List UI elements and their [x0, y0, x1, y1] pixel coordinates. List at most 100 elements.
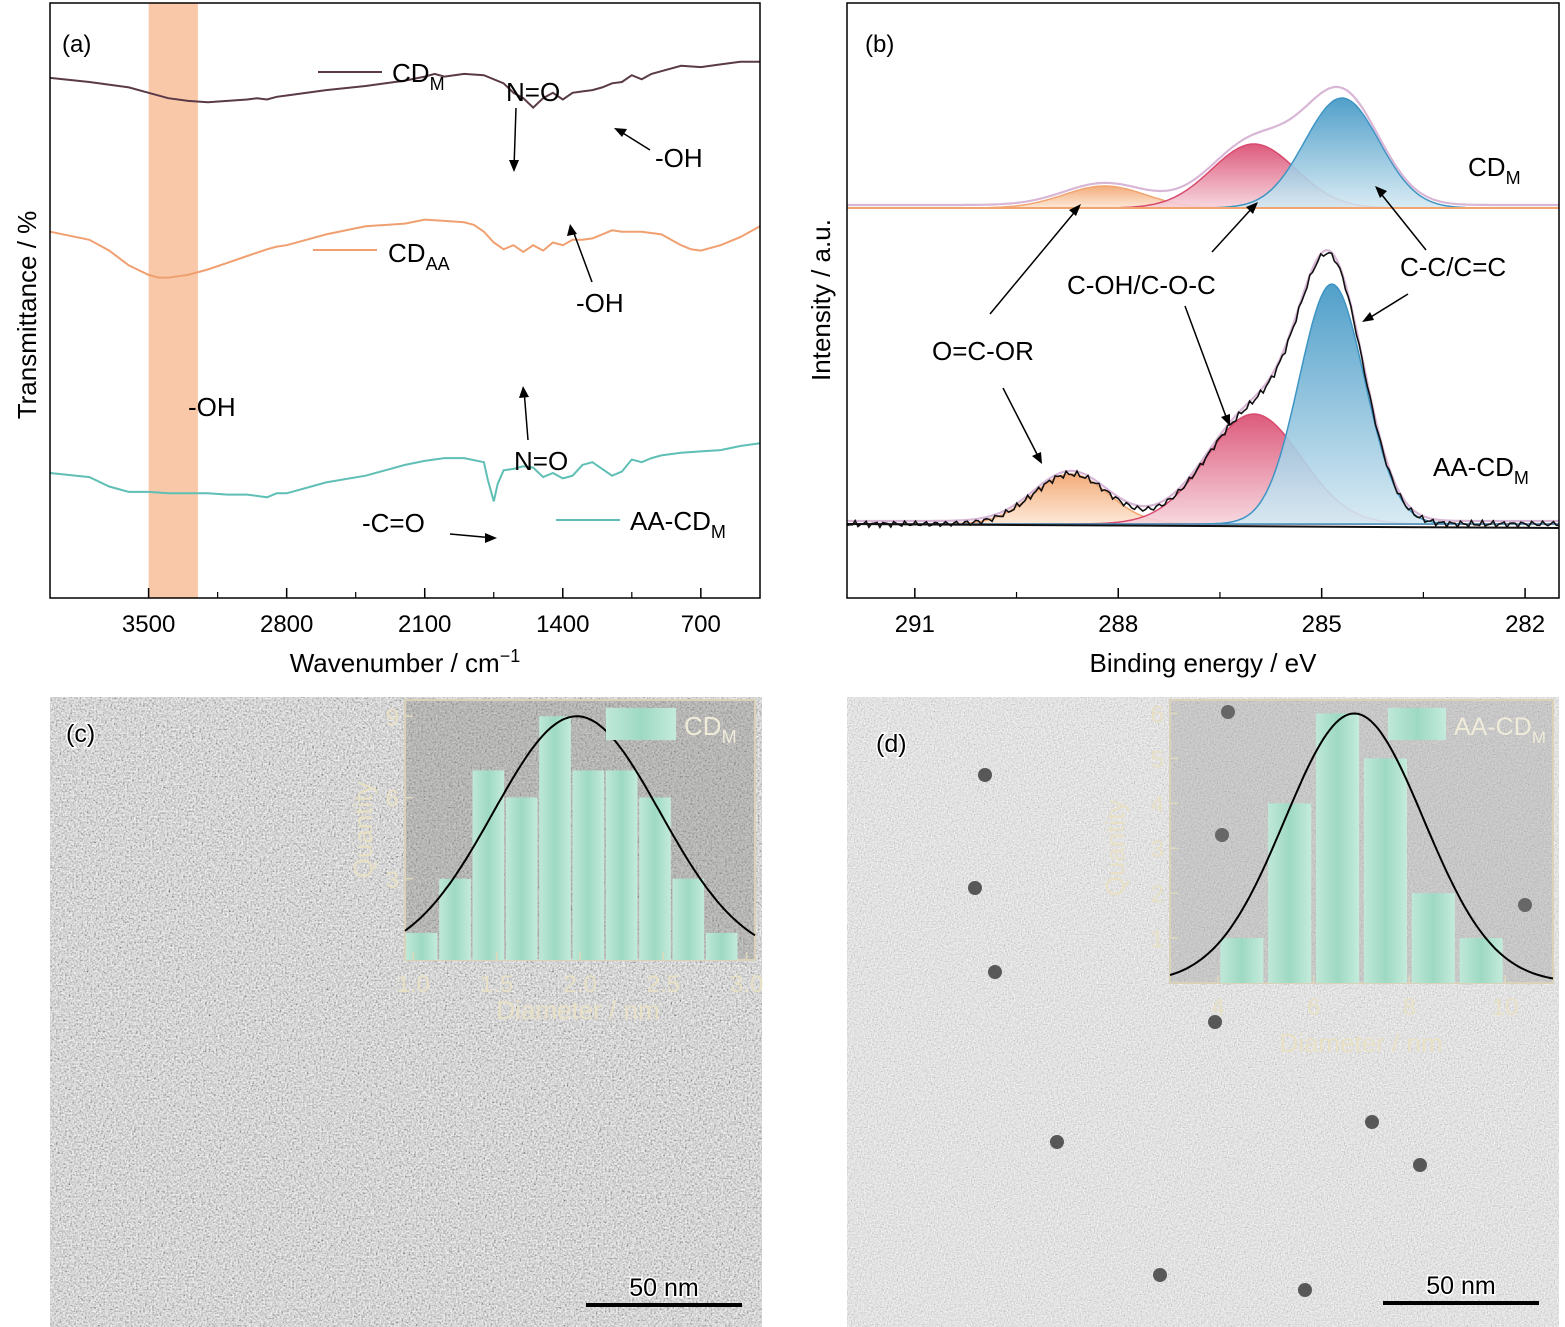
panel-a-frame [49, 2, 761, 599]
scale-bar-label: 50 nm [629, 1274, 698, 1302]
legend-label-aacdm: AA-CDM [630, 506, 726, 542]
envelope-line [847, 248, 1559, 523]
arrow-no-cdm [513, 107, 517, 169]
y-tick-label: 2 [1151, 881, 1164, 908]
annotation-oh-cdm: -OH [655, 143, 703, 173]
histogram-bar [705, 932, 738, 960]
particle-spot [1215, 828, 1229, 842]
gaussian-fit-line [404, 715, 756, 937]
oh-highlight-band [148, 3, 198, 598]
legend-label: CDM [684, 711, 737, 747]
x-tick-label: 10 [1492, 994, 1519, 1021]
histogram-bar [1220, 938, 1264, 983]
annotation-no-aacdm: N=O [514, 446, 568, 476]
arrow-cc-cdm [1377, 189, 1427, 251]
y-axis-label: Intensity / a.u. [806, 219, 836, 381]
y-axis-label: Quantity [348, 782, 378, 879]
y-tick-label: 9 [386, 704, 399, 731]
panel-b-frame [846, 2, 1560, 599]
series-line-0 [49, 60, 760, 109]
series-line-2 [49, 442, 761, 502]
x-tick-label: 288 [1098, 611, 1138, 638]
y-tick-label: 6 [1151, 701, 1164, 728]
baseline [846, 523, 1560, 529]
histogram-bar [1268, 803, 1312, 983]
legend-swatch [606, 708, 676, 740]
x-axis-label: Diameter / nm [1279, 1028, 1442, 1058]
arrow-coh-cdm [1211, 205, 1255, 253]
arrow-ocor-aacdm [1002, 387, 1041, 461]
annotation-no-cdm: N=O [506, 77, 560, 107]
raw-spectrum-line [846, 251, 1560, 530]
histogram-bar [672, 878, 705, 960]
particle-spots [968, 705, 1532, 1297]
x-axis-label: Wavenumber / cm−1 [290, 646, 521, 678]
particle-spot [1050, 1135, 1064, 1149]
panel-label: (c) [66, 720, 95, 748]
y-axis-label: Transmittance / % [12, 211, 42, 420]
x-tick-label: 3500 [122, 611, 175, 638]
series-line-1 [49, 218, 761, 279]
x-tick-label: 282 [1505, 611, 1545, 638]
x-tick-label: 1.0 [397, 971, 430, 998]
y-tick-label: 3 [386, 867, 399, 894]
panel-label: (d) [876, 730, 907, 758]
x-axis-label: Binding energy / eV [1090, 648, 1318, 678]
peak-label-cc: C-C/C=C [1400, 252, 1506, 282]
inset-frame [1169, 699, 1554, 984]
annotation-co-aacdm: -C=O [362, 508, 425, 538]
x-tick-label: 4 [1211, 994, 1224, 1021]
annotation-oh-cdaa-broad: -OH [188, 392, 236, 422]
particle-spot [988, 965, 1002, 979]
x-tick-label: 3.0 [730, 971, 763, 998]
x-tick-label: 2.5 [647, 971, 680, 998]
particle-spot [1518, 898, 1532, 912]
sample-label-aacdm: AA-CDM [1433, 452, 1529, 488]
x-axis-label: Diameter / nm [496, 995, 659, 1025]
y-axis-label: Quantity [1100, 800, 1130, 897]
tem-image-aacdm [847, 697, 1559, 1327]
histogram-bar [1363, 758, 1407, 983]
x-tick-label: 700 [681, 611, 721, 638]
panel-label: (b) [865, 31, 894, 58]
particle-spot [1208, 1015, 1222, 1029]
peak-label-coh: C-OH/C-O-C [1067, 270, 1216, 300]
histogram-bar [639, 797, 671, 960]
annotation-oh-cdaa: -OH [576, 288, 624, 318]
gaussian-fit-line [1169, 712, 1554, 980]
histogram-bar [505, 797, 538, 960]
x-tick-label: 291 [895, 611, 935, 638]
legend-label: AA-CDM [1454, 713, 1546, 747]
peak-label-ocor: O=C-OR [932, 336, 1034, 366]
y-tick-label: 1 [1151, 926, 1164, 953]
x-tick-label: 285 [1302, 611, 1342, 638]
x-tick-label: 2800 [260, 611, 313, 638]
y-tick-label: 5 [1151, 746, 1164, 773]
panel-b: 291 288 285 282 (b) Binding energy / eV Int… [806, 2, 1560, 678]
arrow-cc-aacdm [1365, 293, 1409, 321]
panel-c: 1.0 1.5 2.0 2.5 3.0 3 6 9 (c) CDM Diameter / nm… [50, 697, 763, 1327]
arrow-ocor-cdm [989, 207, 1079, 315]
histogram-bar [539, 716, 571, 960]
histogram-bar [472, 770, 505, 960]
particle-spot [968, 881, 982, 895]
scale-bar-label: 50 nm [1426, 1272, 1495, 1300]
histogram-bar [572, 770, 605, 960]
y-tick-label: 4 [1151, 791, 1164, 818]
panel-label: (a) [62, 31, 91, 58]
x-tick-label: 1.5 [480, 971, 513, 998]
particle-spot [1153, 1268, 1167, 1282]
particle-spot [978, 768, 992, 782]
x-tick-label: 8 [1403, 994, 1416, 1021]
sample-label-cdm: CDM [1468, 152, 1521, 188]
legend-label-cdm: CDM [392, 58, 445, 94]
peak-area-1 [847, 143, 1559, 209]
particle-spot [1221, 705, 1235, 719]
particle-spot [1413, 1158, 1427, 1172]
x-tick-label: 6 [1307, 994, 1320, 1021]
particle-spot [1298, 1283, 1312, 1297]
histogram-bar [1411, 893, 1455, 983]
panel-a: 3500 2800 2100 1400 700 (a) Wavenumber / cm−… [12, 2, 761, 678]
